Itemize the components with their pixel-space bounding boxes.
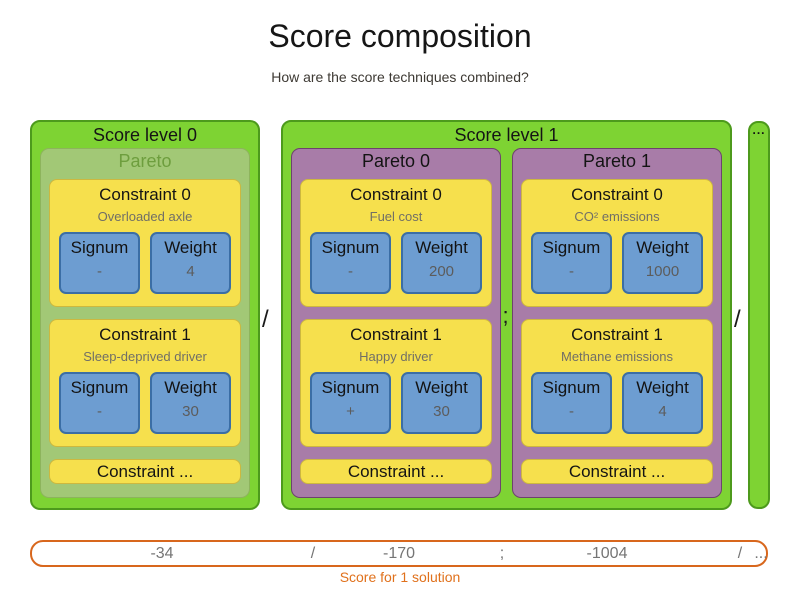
weight-label: Weight (415, 378, 468, 397)
more-levels-bar: ... (748, 121, 770, 509)
signum-weight-row: Signum - Weight 4 (59, 232, 231, 294)
constraint-title: Constraint 0 (571, 185, 663, 204)
constraint-title: Constraint 1 (350, 325, 442, 344)
level-separator-slash: / (734, 306, 741, 333)
score-value-pareto1: -1004 (586, 545, 628, 562)
signum-box: Signum - (531, 372, 612, 434)
signum-label: Signum (321, 378, 380, 397)
signum-label: Signum (542, 378, 601, 397)
pareto-0-group: Pareto 0 Constraint 0 Fuel cost Signum -… (291, 148, 501, 498)
score-caption: Score for 1 solution (339, 569, 461, 585)
signum-weight-row: Signum + Weight 30 (310, 372, 482, 434)
score-value-level0: -34 (150, 545, 174, 562)
constraint-card: Constraint 0 Fuel cost Signum - Weight 2… (300, 179, 492, 307)
pareto-separator-semicolon: ; (502, 303, 509, 328)
constraint-title: Constraint 1 (571, 325, 663, 344)
signum-box: Signum - (310, 232, 391, 294)
weight-label: Weight (636, 378, 689, 397)
weight-box: Weight 200 (401, 232, 482, 294)
weight-box: Weight 30 (401, 372, 482, 434)
weight-box: Weight 30 (150, 372, 231, 434)
signum-weight-row: Signum - Weight 200 (310, 232, 482, 294)
score-level-1-box: Score level 1 Pareto 0 Constraint 0 Fuel… (281, 120, 732, 510)
level-separator-slash: / (262, 306, 269, 333)
signum-box: Signum - (531, 232, 612, 294)
signum-weight-row: Signum - Weight 4 (531, 372, 703, 434)
constraint-title: Constraint 0 (99, 185, 191, 204)
constraint-more-card: Constraint ... (300, 459, 492, 484)
signum-label: Signum (321, 238, 380, 257)
constraint-description: Overloaded axle (97, 209, 193, 224)
weight-value: 30 (182, 403, 199, 420)
signum-value: - (348, 263, 353, 280)
weight-value: 1000 (645, 263, 680, 280)
signum-box: Signum - (59, 372, 140, 434)
signum-label: Signum (70, 238, 129, 257)
signum-value: - (569, 403, 574, 420)
weight-label: Weight (164, 378, 217, 397)
weight-value: 200 (428, 263, 455, 280)
signum-weight-row: Signum - Weight 1000 (531, 232, 703, 294)
constraint-description: Sleep-deprived driver (83, 349, 207, 364)
pareto-0-group-label: Pareto 0 (361, 151, 431, 171)
constraint-more-card: Constraint ... (49, 459, 241, 484)
weight-label: Weight (164, 238, 217, 257)
weight-label: Weight (636, 238, 689, 257)
ellipsis-label: ... (752, 123, 766, 137)
weight-value: 4 (658, 403, 667, 420)
score-value-pareto0: -170 (382, 545, 416, 562)
constraint-description: CO² emissions (574, 209, 660, 224)
pareto-group: Pareto Constraint 0 Overloaded axle Sign… (40, 148, 250, 498)
page-title: Score composition (268, 18, 532, 54)
score-separator-slash: / (737, 545, 743, 562)
constraint-card: Constraint 0 Overloaded axle Signum - We… (49, 179, 241, 307)
score-level-1-label: Score level 1 (454, 125, 559, 145)
constraint-title: Constraint 1 (99, 325, 191, 344)
score-separator-slash: / (310, 545, 316, 562)
weight-value: 4 (186, 263, 195, 280)
signum-box: Signum - (59, 232, 140, 294)
constraint-title: Constraint 0 (350, 185, 442, 204)
constraint-description: Happy driver (359, 349, 433, 364)
constraint-description: Fuel cost (369, 209, 423, 224)
weight-label: Weight (415, 238, 468, 257)
weight-box: Weight 4 (622, 372, 703, 434)
constraint-card: Constraint 1 Happy driver Signum + Weigh… (300, 319, 492, 447)
weight-box: Weight 4 (150, 232, 231, 294)
constraint-description: Methane emissions (561, 349, 673, 364)
pareto-1-group: Pareto 1 Constraint 0 CO² emissions Sign… (512, 148, 722, 498)
signum-value: - (569, 263, 574, 280)
score-level-0-box: Score level 0 Pareto Constraint 0 Overlo… (30, 120, 260, 510)
pareto-1-group-label: Pareto 1 (582, 151, 652, 171)
score-result-box: -34 / -170 ; -1004 / ... (30, 540, 768, 567)
signum-weight-row: Signum - Weight 30 (59, 372, 231, 434)
score-separator-semicolon: ; (499, 545, 505, 562)
weight-value: 30 (433, 403, 450, 420)
constraint-card: Constraint 1 Sleep-deprived driver Signu… (49, 319, 241, 447)
signum-value: - (97, 403, 102, 420)
signum-label: Signum (542, 238, 601, 257)
signum-label: Signum (70, 378, 129, 397)
constraint-card: Constraint 0 CO² emissions Signum - Weig… (521, 179, 713, 307)
signum-value: - (97, 263, 102, 280)
constraint-more-card: Constraint ... (521, 459, 713, 484)
constraint-card: Constraint 1 Methane emissions Signum - … (521, 319, 713, 447)
score-level-0-label: Score level 0 (92, 125, 198, 145)
weight-box: Weight 1000 (622, 232, 703, 294)
score-value-ellipsis: ... (754, 545, 768, 562)
signum-box: Signum + (310, 372, 391, 434)
signum-value: + (346, 403, 355, 420)
pareto-group-label: Pareto (118, 151, 172, 171)
page-subtitle: How are the score techniques combined? (271, 69, 529, 85)
